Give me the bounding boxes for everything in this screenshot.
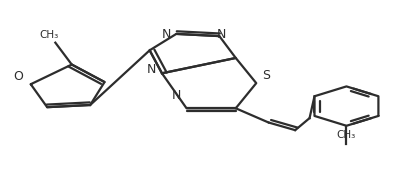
Text: N: N bbox=[216, 29, 225, 41]
Text: CH₃: CH₃ bbox=[336, 130, 355, 139]
Text: S: S bbox=[262, 69, 270, 82]
Text: N: N bbox=[147, 63, 156, 76]
Text: O: O bbox=[13, 70, 23, 83]
Text: CH₃: CH₃ bbox=[40, 30, 58, 40]
Text: N: N bbox=[171, 89, 180, 102]
Text: N: N bbox=[161, 28, 170, 41]
